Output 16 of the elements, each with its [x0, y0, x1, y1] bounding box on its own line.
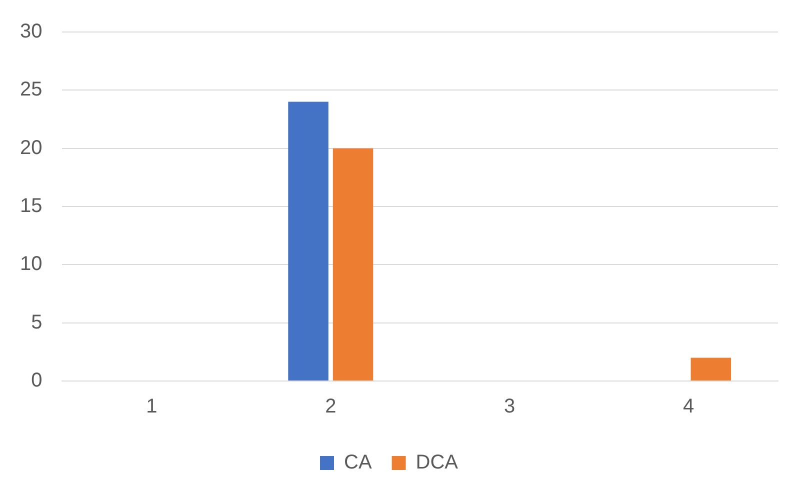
- y-tick-label: 0: [31, 370, 42, 392]
- legend-label: CA: [344, 452, 372, 474]
- y-tick-label: 20: [20, 136, 42, 159]
- bar: [288, 102, 328, 380]
- y-tick-label: 5: [31, 311, 42, 334]
- x-tick-label: 1: [146, 396, 158, 418]
- y-tick-label: 10: [20, 253, 42, 276]
- x-tick-label: 3: [504, 396, 516, 418]
- y-tick-label: 30: [20, 20, 42, 43]
- bar: [332, 148, 374, 380]
- x-tick-label: 4: [682, 396, 694, 418]
- y-tick-label: 15: [20, 195, 42, 218]
- y-tick-label: 25: [20, 78, 42, 101]
- bar: [690, 358, 732, 380]
- legend-label: DCA: [416, 452, 459, 474]
- x-tick-label: 2: [325, 396, 336, 418]
